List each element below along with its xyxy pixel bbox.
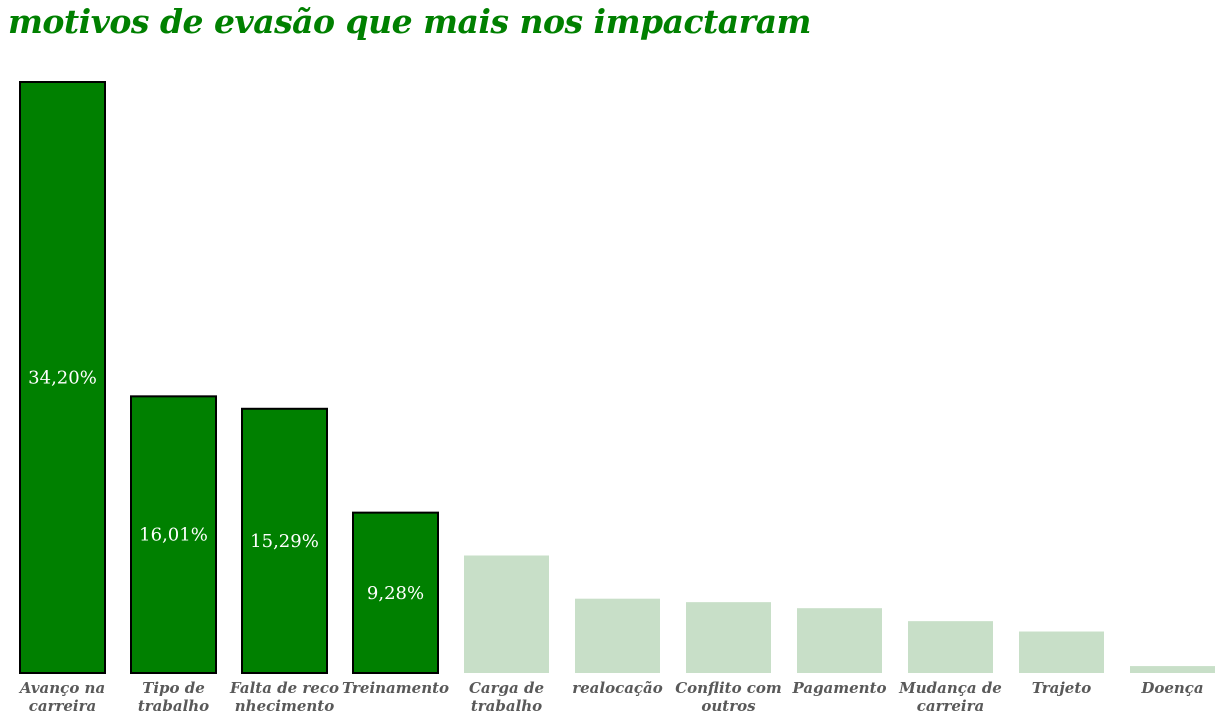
bar-4 <box>464 555 549 673</box>
bar-value-label-1: 16,01% <box>139 525 208 546</box>
bar-2 <box>241 407 328 674</box>
category-label-2: Falta de reco nhecimento <box>229 679 339 715</box>
category-label-7: Pagamento <box>791 679 886 697</box>
category-label-line: trabalho <box>138 697 209 715</box>
category-label-line: Avanço na <box>18 679 105 697</box>
bar-7 <box>797 608 882 673</box>
category-label-9: Trajeto <box>1032 679 1092 697</box>
category-label-line: Pagamento <box>791 679 886 697</box>
bar-5 <box>575 598 660 673</box>
category-label-8: Mudança de carreira <box>898 679 1002 715</box>
bar-8 <box>908 621 993 673</box>
category-label-4: Carga de trabalho <box>469 679 544 715</box>
category-label-1: Tipo de trabalho <box>138 679 209 715</box>
bar-value-label-0: 34,20% <box>28 368 97 389</box>
bar-10 <box>1130 666 1215 673</box>
category-label-line: Conflito com <box>675 679 782 697</box>
bar-3 <box>352 511 439 674</box>
category-label-line: Falta de reco <box>229 679 339 697</box>
category-label-line: realocação <box>572 679 663 697</box>
category-label-line: carreira <box>29 697 97 715</box>
chart-title: motivos de evasão que mais nos impactara… <box>8 2 811 41</box>
bar-9 <box>1019 631 1104 673</box>
category-label-10: Doença <box>1140 679 1203 697</box>
bar-0 <box>19 81 106 674</box>
category-label-line: Carga de <box>469 679 544 697</box>
bar-value-label-3: 9,28% <box>367 583 424 604</box>
bar-1 <box>130 395 217 674</box>
category-label-5: realocação <box>572 679 663 697</box>
category-label-line: Treinamento <box>342 679 449 697</box>
category-label-line: carreira <box>917 697 985 715</box>
category-label-line: Mudança de <box>898 679 1002 697</box>
category-label-0: Avanço na carreira <box>18 679 105 715</box>
category-label-line: Tipo de <box>142 679 205 697</box>
category-label-line: outros <box>701 697 756 715</box>
category-label-3: Treinamento <box>342 679 449 697</box>
category-label-line: Trajeto <box>1032 679 1092 697</box>
category-label-6: Conflito com outros <box>675 679 782 715</box>
category-label-line: trabalho <box>471 697 542 715</box>
category-label-line: Doença <box>1140 679 1203 697</box>
bar-6 <box>686 602 771 673</box>
category-label-line: nhecimento <box>235 697 334 715</box>
bar-value-label-2: 15,29% <box>250 531 319 552</box>
